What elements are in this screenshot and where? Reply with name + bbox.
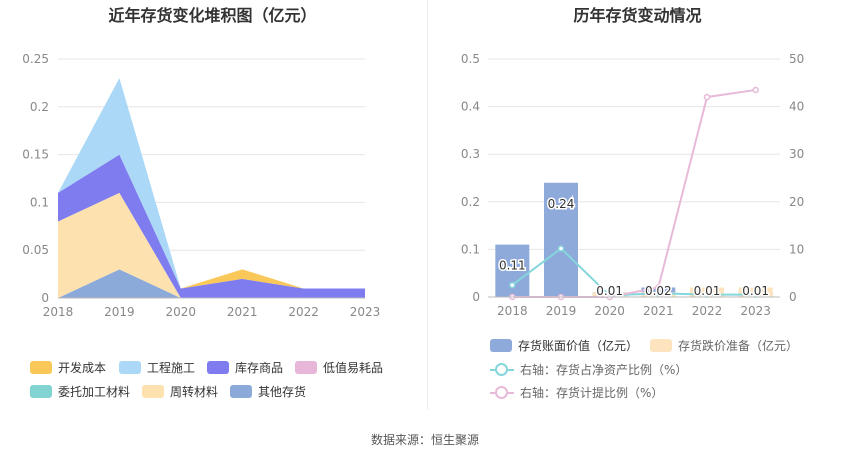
area-series: [58, 192, 365, 298]
x-tick-label: 2018: [497, 304, 528, 318]
x-tick-label: 2022: [692, 304, 723, 318]
line-point: [703, 93, 711, 101]
legend-swatch: [30, 385, 52, 398]
y-tick-label: 0.1: [461, 242, 480, 256]
x-tick-label: 2021: [643, 304, 674, 318]
line-point: [509, 281, 516, 289]
bar-data-label: 0.11: [499, 259, 526, 273]
y-tick-label: 0.2: [461, 195, 480, 209]
y-tick-label: 0.4: [461, 100, 480, 114]
legend-item-reserve[interactable]: 存货跌价准备（亿元）: [650, 337, 798, 354]
y2-tick-label: 40: [789, 100, 804, 114]
bar-data-label: 0.02: [645, 284, 672, 298]
legend-item-gongcheng[interactable]: 工程施工: [119, 359, 195, 376]
area-series: [58, 78, 365, 289]
x-tick-label: 2019: [546, 304, 577, 318]
y2-tick-label: 10: [789, 242, 804, 256]
legend-item-provision-ratio[interactable]: 右轴：存货计提比例（%）: [490, 384, 663, 401]
panel-divider: [427, 0, 428, 410]
x-tick-label: 2023: [740, 304, 771, 318]
y-tick-label: 0: [472, 290, 480, 304]
legend-label: 其他存货: [258, 385, 307, 399]
legend-label: 开发成本: [58, 361, 107, 375]
legend-label: 委托加工材料: [58, 385, 131, 399]
line-point: [752, 86, 759, 94]
y-tick-label: 0.3: [461, 147, 480, 161]
legend-swatch: [490, 339, 512, 352]
legend-swatch: [650, 339, 672, 352]
left-chart-title: 近年存货变化堆积图（亿元）: [108, 6, 317, 25]
area-series: [58, 154, 365, 298]
legend-label: 周转材料: [170, 385, 219, 399]
legend-item-kucun[interactable]: 库存商品: [207, 359, 283, 376]
line-net-asset-ratio: [511, 247, 756, 297]
x-tick-label: 2018: [43, 305, 74, 319]
right-chart-title: 历年存货变动情况: [573, 6, 702, 25]
legend-swatch: [119, 361, 141, 374]
legend-label: 低值易耗品: [323, 361, 384, 375]
y2-tick-label: 50: [789, 52, 804, 66]
legend-item-kaifa[interactable]: 开发成本: [30, 359, 106, 376]
legend-swatch: [230, 385, 252, 398]
legend-item-weituo[interactable]: 委托加工材料: [30, 383, 130, 400]
legend-label: 存货账面价值（亿元）: [518, 339, 639, 353]
y-tick-label: 0.05: [22, 243, 49, 257]
y-tick-label: 0.25: [22, 52, 49, 66]
legend-label: 库存商品: [235, 361, 284, 375]
legend-label: 存货跌价准备（亿元）: [678, 339, 799, 353]
x-tick-label: 2019: [104, 305, 135, 319]
legend-swatch: [207, 361, 229, 374]
area-series: [58, 269, 365, 298]
legend-swatch: [30, 361, 52, 374]
legend-item-net-asset-ratio[interactable]: 右轴：存货占净资产比例（%）: [490, 361, 687, 378]
line-point: [655, 284, 662, 291]
y2-tick-label: 20: [789, 195, 804, 209]
legend-item-book-value[interactable]: 存货账面价值（亿元）: [490, 337, 638, 354]
legend-swatch: [142, 385, 164, 398]
legend-label: 右轴：存货占净资产比例（%）: [520, 363, 688, 377]
x-tick-label: 2020: [594, 304, 625, 318]
legend-item-zhouzhuan[interactable]: 周转材料: [142, 383, 218, 400]
y2-tick-label: 0: [789, 290, 797, 304]
y-tick-label: 0.2: [30, 100, 49, 114]
bar-data-label: 0.01: [596, 284, 623, 298]
legend-line-marker: [490, 385, 514, 400]
bar-data-label: 0.01: [694, 284, 721, 298]
x-tick-label: 2022: [288, 305, 319, 319]
bar-data-label: 0.24: [548, 197, 575, 211]
data-source: 数据来源：恒生聚源: [370, 433, 479, 447]
x-tick-label: 2020: [166, 305, 197, 319]
legend-item-dizhi[interactable]: 低值易耗品: [295, 359, 383, 376]
legend-item-qita[interactable]: 其他存货: [230, 383, 306, 400]
bar-book-value: [544, 182, 578, 297]
legend-label: 工程施工: [147, 361, 196, 375]
legend-swatch: [295, 361, 317, 374]
y-tick-label: 0.5: [461, 52, 480, 66]
legend-line-marker: [490, 362, 514, 377]
bar-data-label: 0.01: [742, 284, 769, 298]
x-tick-label: 2023: [350, 305, 381, 319]
y-tick-label: 0: [41, 291, 49, 305]
x-tick-label: 2021: [227, 305, 258, 319]
line-point: [557, 245, 565, 252]
y2-tick-label: 30: [789, 147, 804, 161]
y-tick-label: 0.1: [30, 195, 49, 209]
y-tick-label: 0.15: [22, 148, 49, 162]
legend-label: 右轴：存货计提比例（%）: [520, 386, 664, 400]
